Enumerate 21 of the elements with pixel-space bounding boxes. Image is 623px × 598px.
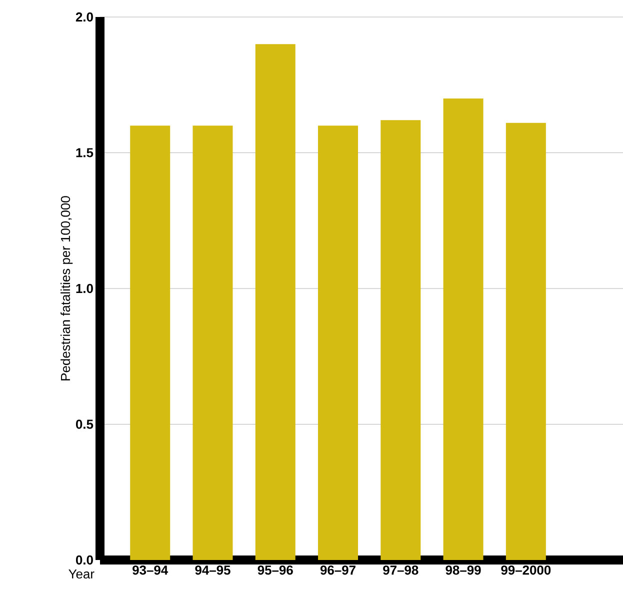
bar bbox=[506, 122, 546, 560]
x-axis-title: Year bbox=[68, 570, 94, 579]
y-tick-label: 1.5 bbox=[76, 148, 94, 158]
bar bbox=[318, 126, 358, 560]
x-tick-label: 95–96 bbox=[258, 566, 293, 575]
bar bbox=[255, 44, 296, 560]
x-tick-label: 96–97 bbox=[320, 566, 356, 575]
bar bbox=[192, 126, 233, 560]
bar bbox=[443, 98, 484, 560]
x-tick-label: 97–98 bbox=[383, 566, 418, 575]
y-tick-label: 2.0 bbox=[76, 12, 93, 22]
x-tick-label: 94–95 bbox=[195, 566, 230, 575]
y-tick-label: 0.5 bbox=[76, 420, 94, 429]
x-tick-label: 93–94 bbox=[132, 566, 168, 575]
y-tick-label: 1.0 bbox=[76, 284, 93, 294]
bar bbox=[130, 126, 170, 560]
x-tick-label: 99–2000 bbox=[501, 566, 551, 575]
x-tick-label: 98–99 bbox=[446, 566, 481, 575]
bar bbox=[380, 120, 421, 560]
y-axis-title: Pedestrian fatalities per 100,000 bbox=[60, 196, 73, 380]
y-tick-label: 0.0 bbox=[76, 555, 93, 565]
